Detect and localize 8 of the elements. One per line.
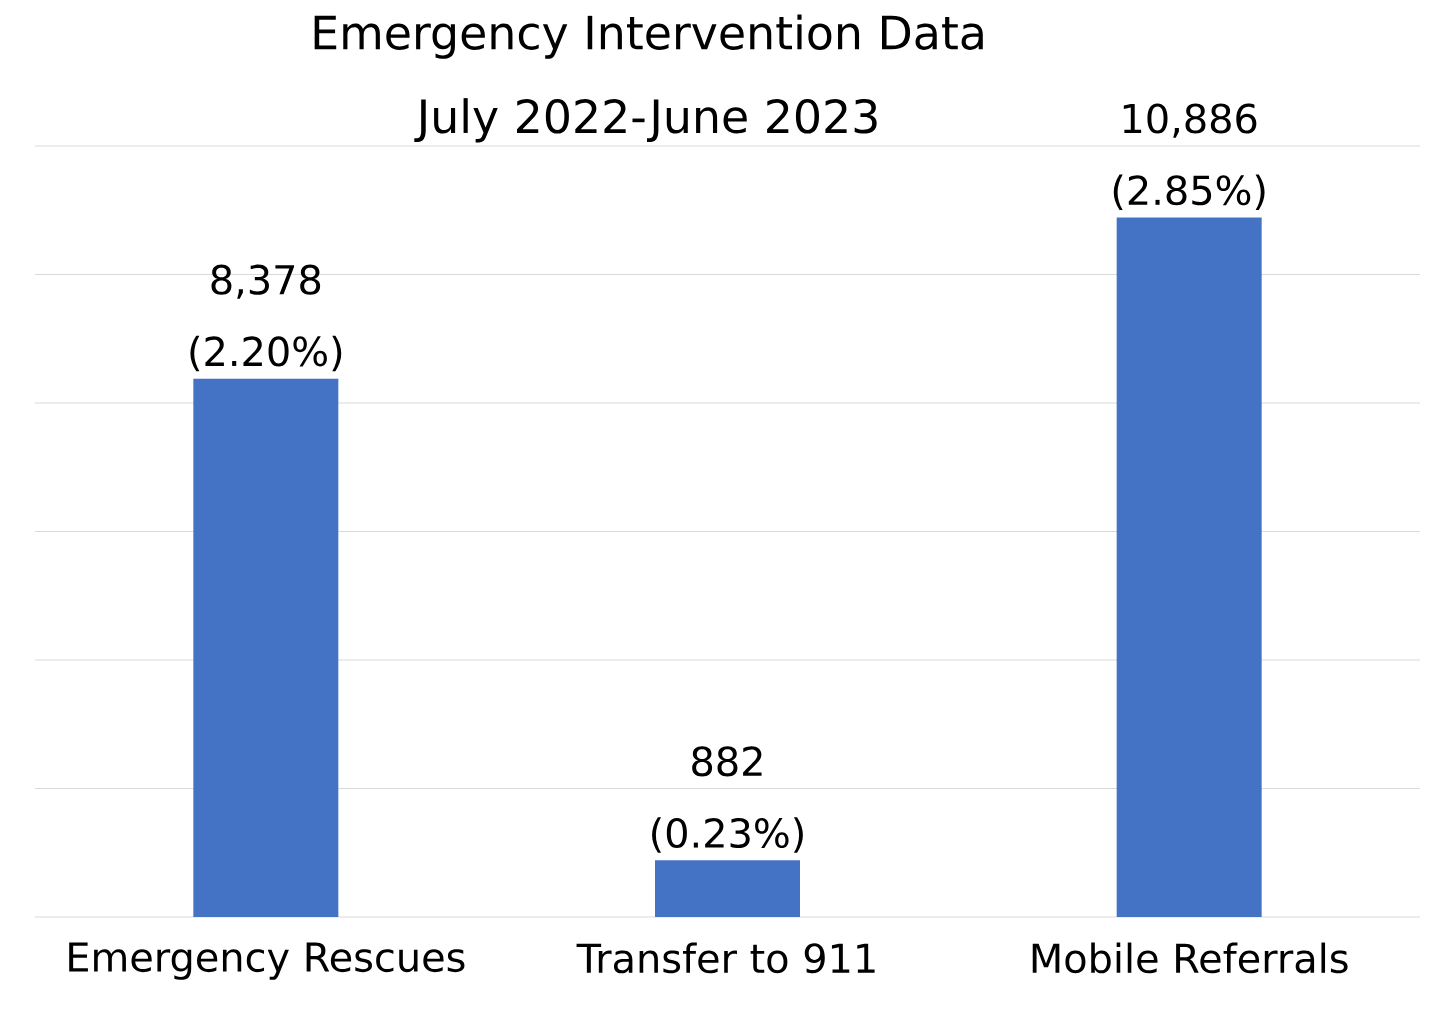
chart-title: Emergency Intervention Data	[314, 14, 983, 59]
data-label: 882 (0.23%)	[652, 746, 803, 853]
x-tick-label: Mobile Referrals	[1032, 942, 1348, 974]
chart-subtitle: July 2022-June 2023	[414, 98, 877, 143]
data-label: 10,886 (2.85%)	[1113, 103, 1265, 211]
x-tick-label: Transfer to 911	[576, 942, 875, 974]
x-tick-label: Emergency Rescues	[69, 942, 465, 980]
data-label: 8,378 (2.20%)	[190, 264, 342, 372]
